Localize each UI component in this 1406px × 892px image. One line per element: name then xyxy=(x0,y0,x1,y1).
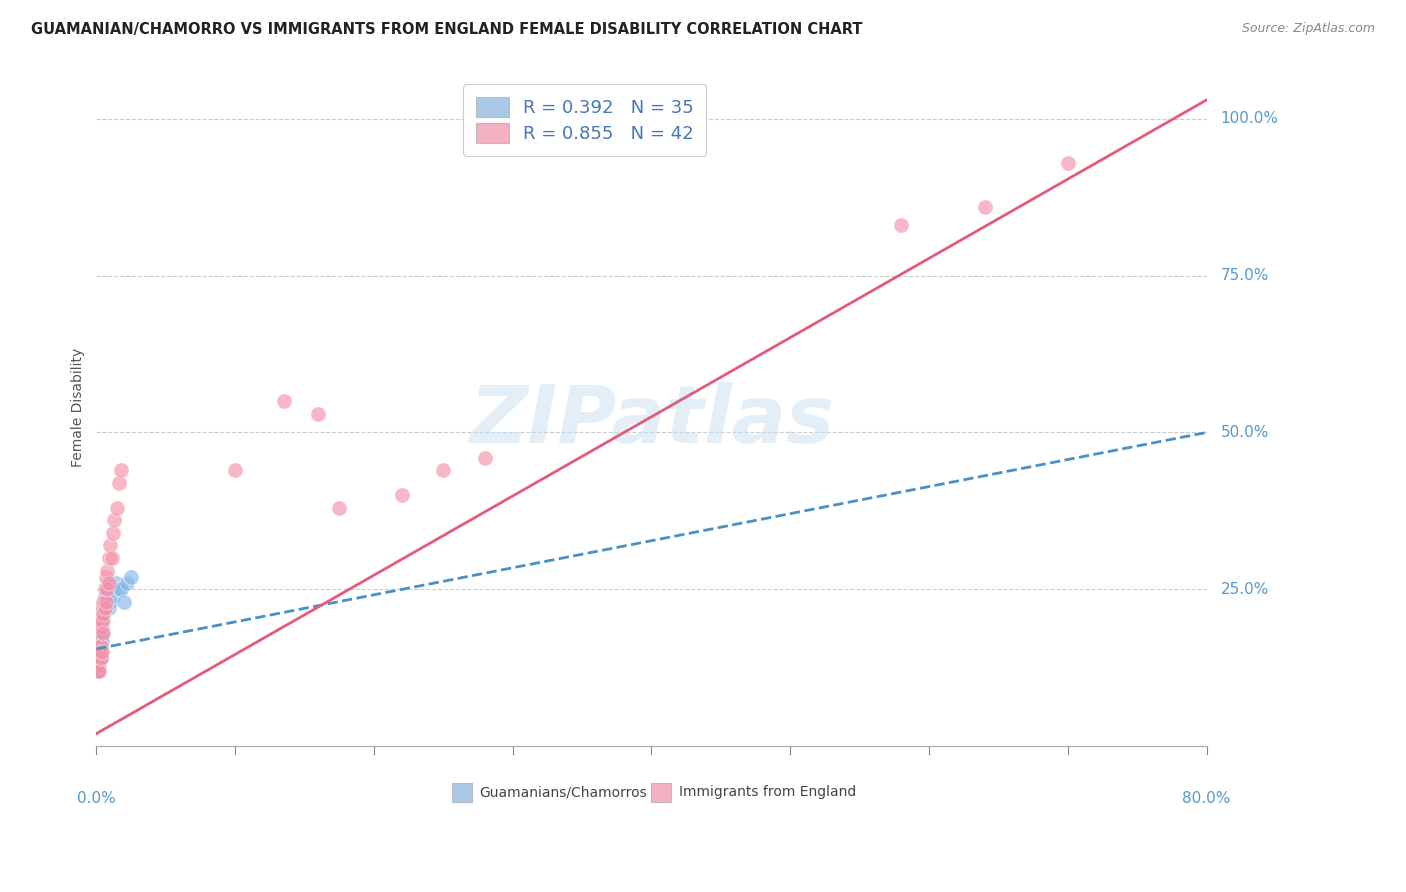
Point xyxy=(89,639,111,653)
Point xyxy=(91,607,114,622)
Point xyxy=(89,626,111,640)
Legend: R = 0.392   N = 35, R = 0.855   N = 42: R = 0.392 N = 35, R = 0.855 N = 42 xyxy=(464,85,706,156)
Point xyxy=(89,639,111,653)
Text: Guamanians/Chamorros: Guamanians/Chamorros xyxy=(479,785,647,799)
Point xyxy=(94,589,117,603)
Point xyxy=(94,570,117,584)
Point xyxy=(89,632,111,647)
Point xyxy=(87,664,110,678)
Point xyxy=(112,595,135,609)
Point xyxy=(105,500,128,515)
Point xyxy=(224,463,246,477)
Point xyxy=(89,645,111,659)
Point xyxy=(96,564,118,578)
Point xyxy=(89,645,111,659)
Point xyxy=(87,657,110,672)
Text: Source: ZipAtlas.com: Source: ZipAtlas.com xyxy=(1241,22,1375,36)
Point xyxy=(90,626,112,640)
Text: 50.0%: 50.0% xyxy=(1220,425,1268,440)
Point xyxy=(1056,155,1078,169)
Point xyxy=(89,664,111,678)
Point xyxy=(98,538,121,552)
Point xyxy=(87,651,110,665)
Point xyxy=(90,601,112,615)
Point xyxy=(104,576,127,591)
Text: Immigrants from England: Immigrants from England xyxy=(679,785,856,799)
Point xyxy=(391,488,413,502)
Point xyxy=(89,657,111,672)
Text: 0.0%: 0.0% xyxy=(77,790,115,805)
Point xyxy=(89,639,111,653)
Point xyxy=(91,614,114,628)
Point xyxy=(89,651,111,665)
Point xyxy=(328,500,350,515)
Point xyxy=(97,551,120,566)
Point xyxy=(93,582,115,597)
Point xyxy=(100,582,122,597)
Point xyxy=(101,525,124,540)
Point xyxy=(890,219,912,233)
Point xyxy=(93,601,115,615)
FancyBboxPatch shape xyxy=(651,783,672,802)
Point xyxy=(110,582,132,597)
Point xyxy=(87,664,110,678)
Point xyxy=(93,589,115,603)
Point xyxy=(90,614,112,628)
Y-axis label: Female Disability: Female Disability xyxy=(72,348,86,467)
Point xyxy=(120,570,142,584)
Point xyxy=(90,632,112,647)
Point xyxy=(115,576,138,591)
Point xyxy=(98,595,121,609)
Text: 25.0%: 25.0% xyxy=(1220,582,1268,597)
Point xyxy=(101,589,124,603)
Point xyxy=(97,601,120,615)
Point xyxy=(87,657,110,672)
FancyBboxPatch shape xyxy=(451,783,471,802)
Point xyxy=(87,651,110,665)
Point xyxy=(91,601,114,615)
Point xyxy=(91,607,114,622)
Point xyxy=(103,513,125,527)
Point xyxy=(89,620,111,634)
Point xyxy=(94,582,117,597)
Point xyxy=(307,407,329,421)
Point xyxy=(107,582,129,597)
Point xyxy=(110,463,132,477)
Text: 75.0%: 75.0% xyxy=(1220,268,1268,283)
Point xyxy=(432,463,454,477)
Point xyxy=(89,639,111,653)
Text: 100.0%: 100.0% xyxy=(1220,112,1278,127)
Point xyxy=(93,601,115,615)
Point xyxy=(96,576,118,591)
Point xyxy=(90,614,112,628)
Point xyxy=(89,614,111,628)
Point xyxy=(91,595,114,609)
Point xyxy=(89,651,111,665)
Point xyxy=(89,645,111,659)
Point xyxy=(474,450,496,465)
Point xyxy=(90,645,112,659)
Point xyxy=(94,595,117,609)
Point xyxy=(973,200,995,214)
Point xyxy=(90,620,112,634)
Point xyxy=(97,576,120,591)
Text: GUAMANIAN/CHAMORRO VS IMMIGRANTS FROM ENGLAND FEMALE DISABILITY CORRELATION CHAR: GUAMANIAN/CHAMORRO VS IMMIGRANTS FROM EN… xyxy=(31,22,862,37)
Point xyxy=(273,394,295,409)
Point xyxy=(100,551,122,566)
Point xyxy=(107,475,129,490)
Text: 80.0%: 80.0% xyxy=(1182,790,1230,805)
Point xyxy=(93,595,115,609)
Text: ZIPatlas: ZIPatlas xyxy=(470,382,834,460)
Point xyxy=(89,626,111,640)
Point xyxy=(96,582,118,597)
Point xyxy=(91,626,114,640)
Point xyxy=(89,651,111,665)
